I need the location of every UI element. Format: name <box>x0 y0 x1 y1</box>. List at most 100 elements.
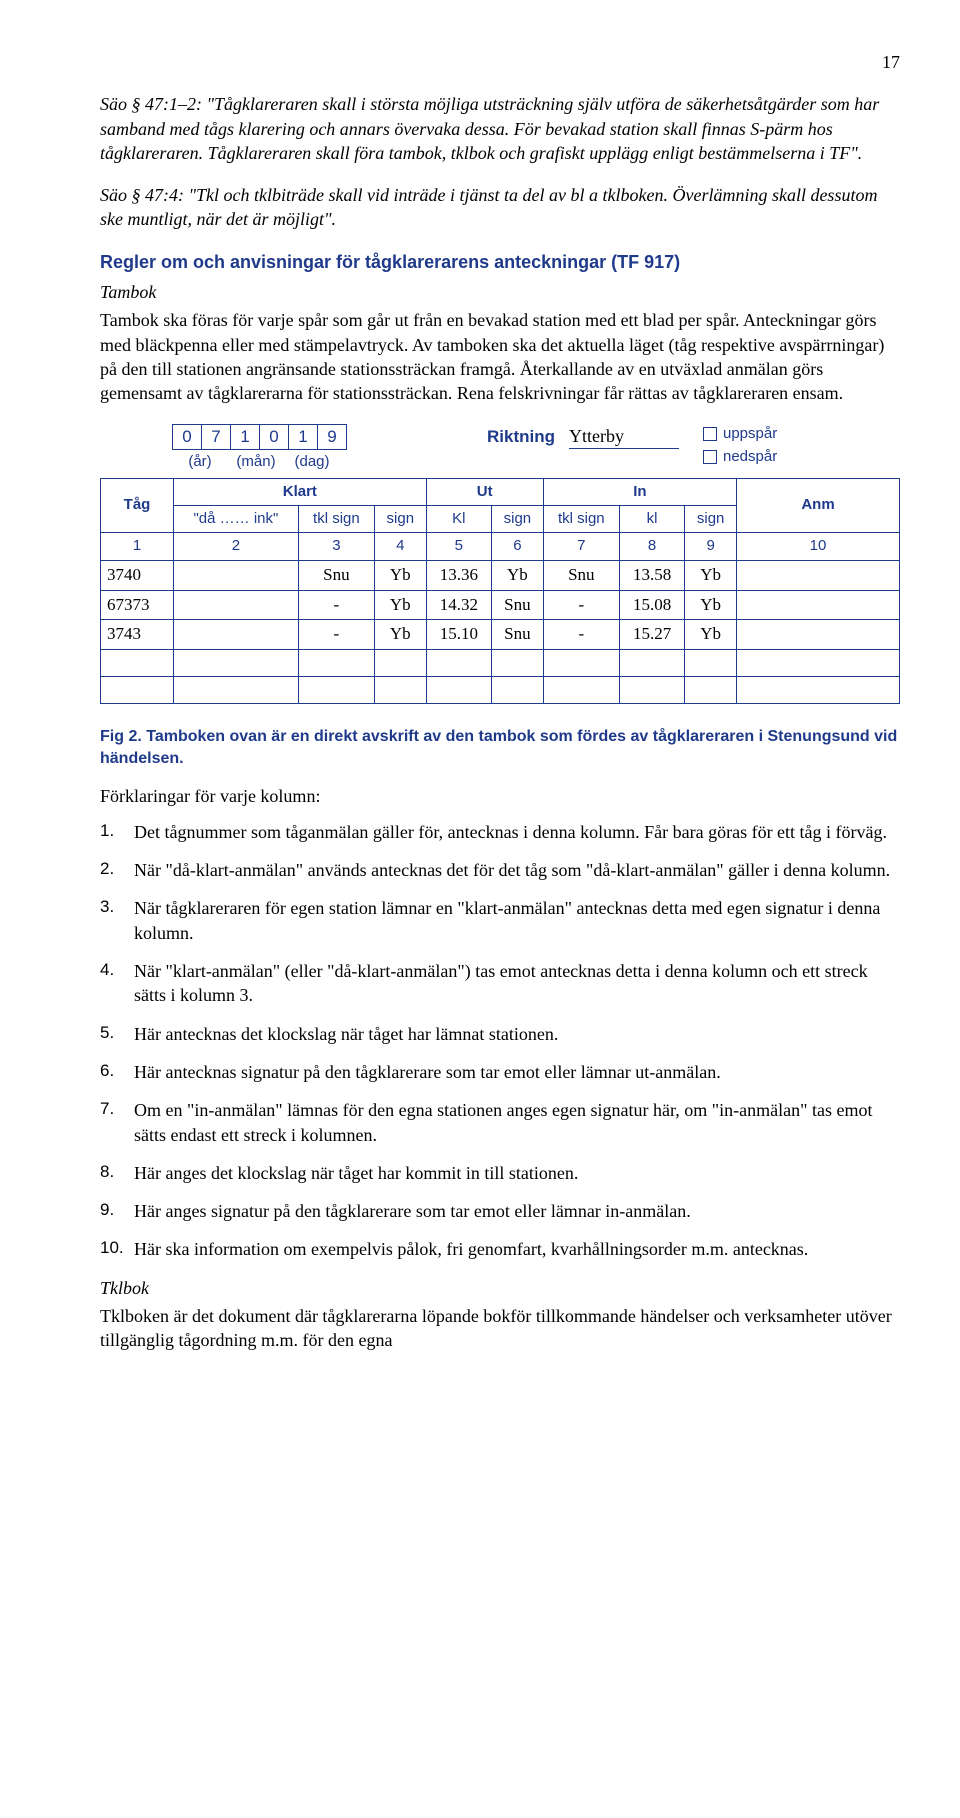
col-num: 3 <box>298 533 374 560</box>
item-text: Här antecknas signatur på den tågklarera… <box>134 1060 900 1084</box>
cell: - <box>298 620 374 650</box>
cell-tag: 3743 <box>101 620 174 650</box>
list-item: 10.Här ska information om exempelvis pål… <box>100 1237 900 1261</box>
item-text: Här anges signatur på den tågklarerare s… <box>134 1199 900 1223</box>
th-Kl: Kl <box>426 506 491 533</box>
checkbox-nedspar-row: nedspår <box>703 447 777 467</box>
item-text: När "då-klart-anmälan" används antecknas… <box>134 858 900 882</box>
col-num: 2 <box>174 533 299 560</box>
date-label-day: (dag) <box>284 452 340 472</box>
item-text: Det tågnummer som tåganmälan gäller för,… <box>134 820 900 844</box>
cell <box>737 560 900 590</box>
date-cell: 7 <box>202 425 231 449</box>
item-number: 6. <box>100 1060 134 1084</box>
date-cell: 1 <box>289 425 318 449</box>
cell-tag: 3740 <box>101 560 174 590</box>
th-tklsign2: tkl sign <box>543 506 619 533</box>
cell: Yb <box>374 560 426 590</box>
tambok-paragraph: Tambok ska föras för varje spår som går … <box>100 308 900 405</box>
cell-tag: 67373 <box>101 590 174 620</box>
table-row-blank <box>101 650 900 677</box>
date-cell: 9 <box>318 425 347 449</box>
page-number: 17 <box>100 50 900 74</box>
cell: Yb <box>685 590 737 620</box>
th-sign3: sign <box>685 506 737 533</box>
item-number: 9. <box>100 1199 134 1223</box>
th-klart: Klart <box>174 478 427 505</box>
th-ut: Ut <box>426 478 543 505</box>
checkbox-icon[interactable] <box>703 427 717 441</box>
item-number: 8. <box>100 1161 134 1185</box>
col-num: 1 <box>101 533 174 560</box>
cell <box>737 590 900 620</box>
riktning-label: Riktning <box>487 426 555 449</box>
item-text: Här anges det klockslag när tåget har ko… <box>134 1161 900 1185</box>
sub-heading-tambok: Tambok <box>100 280 900 304</box>
item-text: När tågklareraren för egen station lämna… <box>134 896 900 945</box>
table-row: 3740 Snu Yb 13.36 Yb Snu 13.58 Yb <box>101 560 900 590</box>
item-number: 2. <box>100 858 134 882</box>
item-text: Här antecknas det klockslag när tåget ha… <box>134 1022 900 1046</box>
cell: - <box>298 590 374 620</box>
item-number: 7. <box>100 1098 134 1147</box>
cell: Yb <box>492 560 544 590</box>
cell: Snu <box>492 590 544 620</box>
item-text: Om en "in-anmälan" lämnas för den egna s… <box>134 1098 900 1147</box>
th-sign2: sign <box>492 506 544 533</box>
item-text: Här ska information om exempelvis pålok,… <box>134 1237 900 1261</box>
cell: Yb <box>685 620 737 650</box>
cell: 13.58 <box>619 560 684 590</box>
date-cell: 0 <box>173 425 202 449</box>
date-cells: 0 7 1 0 1 9 <box>172 424 347 450</box>
cell: - <box>543 620 619 650</box>
col-num: 6 <box>492 533 544 560</box>
th-anm: Anm <box>737 478 900 533</box>
checkbox-uppspar-row: uppspår <box>703 424 777 444</box>
th-da: "då …… ink" <box>174 506 299 533</box>
list-item: 7.Om en "in-anmälan" lämnas för den egna… <box>100 1098 900 1147</box>
explain-heading: Förklaringar för varje kolumn: <box>100 784 900 808</box>
sub-heading-tklbok: Tklbok <box>100 1276 900 1300</box>
col-num: 10 <box>737 533 900 560</box>
cell: - <box>543 590 619 620</box>
table-row: 3743 - Yb 15.10 Snu - 15.27 Yb <box>101 620 900 650</box>
date-cell: 1 <box>231 425 260 449</box>
th-in: In <box>543 478 736 505</box>
col-num: 5 <box>426 533 491 560</box>
table-row: 67373 - Yb 14.32 Snu - 15.08 Yb <box>101 590 900 620</box>
cell <box>174 620 299 650</box>
checkbox-icon[interactable] <box>703 450 717 464</box>
cell: 15.10 <box>426 620 491 650</box>
list-item: 3.När tågklareraren för egen station läm… <box>100 896 900 945</box>
cell: 14.32 <box>426 590 491 620</box>
item-number: 3. <box>100 896 134 945</box>
checkbox-uppspar-label: uppspår <box>723 424 777 444</box>
item-text: När "klart-anmälan" (eller "då-klart-anm… <box>134 959 900 1008</box>
quote-sao-4712: Säo § 47:1–2: "Tågklareraren skall i stö… <box>100 92 900 165</box>
tklbok-paragraph: Tklboken är det dokument där tågklarerar… <box>100 1304 900 1353</box>
list-item: 9.Här anges signatur på den tågklarerare… <box>100 1199 900 1223</box>
cell: 13.36 <box>426 560 491 590</box>
item-number: 1. <box>100 820 134 844</box>
date-label-month: (mån) <box>228 452 284 472</box>
checkbox-nedspar-label: nedspår <box>723 447 777 467</box>
list-item: 4.När "klart-anmälan" (eller "då-klart-a… <box>100 959 900 1008</box>
col-num: 4 <box>374 533 426 560</box>
list-item: 5.Här antecknas det klockslag när tåget … <box>100 1022 900 1046</box>
cell <box>737 620 900 650</box>
tambok-table: Tåg Klart Ut In Anm "då …… ink" tkl sign… <box>100 478 900 705</box>
date-label-year: (år) <box>172 452 228 472</box>
item-number: 5. <box>100 1022 134 1046</box>
cell <box>174 560 299 590</box>
cell: 15.08 <box>619 590 684 620</box>
col-num: 8 <box>619 533 684 560</box>
col-num: 7 <box>543 533 619 560</box>
col-num: 9 <box>685 533 737 560</box>
item-number: 10. <box>100 1237 134 1261</box>
figure-caption: Fig 2. Tamboken ovan är en direkt avskri… <box>100 726 900 769</box>
section-heading-regler: Regler om och anvisningar för tågklarera… <box>100 250 900 274</box>
cell: Yb <box>685 560 737 590</box>
list-item: 6.Här antecknas signatur på den tågklare… <box>100 1060 900 1084</box>
date-labels-row: (år) (mån) (dag) <box>172 452 347 472</box>
list-item: 2.När "då-klart-anmälan" används anteckn… <box>100 858 900 882</box>
